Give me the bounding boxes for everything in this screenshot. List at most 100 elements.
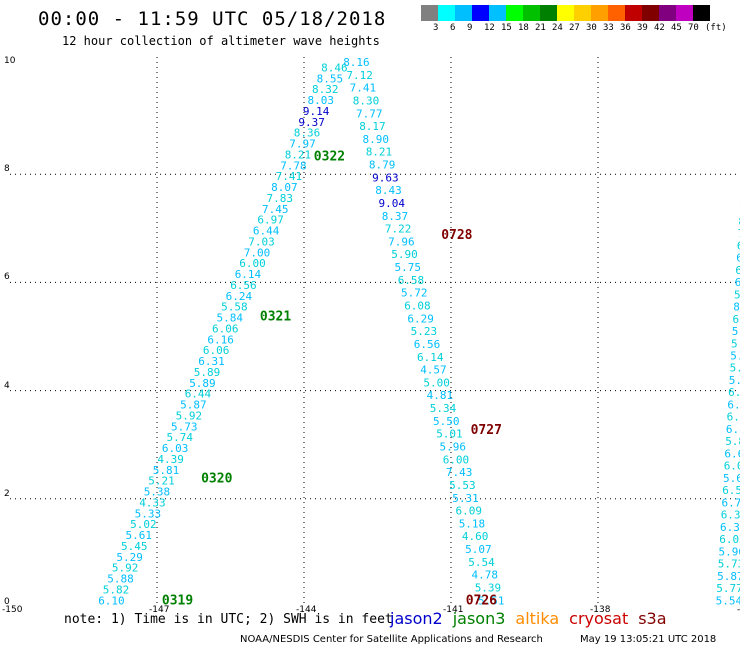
color-swatch	[659, 5, 676, 21]
color-scale-label: 24	[552, 23, 563, 33]
color-scale-label: 39	[637, 23, 648, 33]
color-scale-label: 33	[603, 23, 614, 33]
wave-height-obs: 5.21	[148, 475, 175, 488]
wave-height-obs: 6.18	[728, 386, 740, 399]
wave-height-obs: 7.03	[248, 235, 274, 248]
color-swatch	[693, 5, 710, 21]
wave-height-obs: 7.41	[350, 82, 377, 95]
wave-height-obs: 6.06	[212, 322, 239, 335]
wave-height-obs: 8.46	[321, 61, 348, 74]
wave-height-obs: 6.44	[185, 388, 212, 401]
color-swatch	[557, 5, 574, 21]
wave-height-obs: 5.45	[121, 540, 148, 553]
wave-height-obs: 9.04	[379, 197, 406, 210]
color-scale-label: 18	[518, 23, 529, 33]
wave-height-obs: 8.95	[733, 301, 740, 314]
wave-height-obs: 7.97	[289, 138, 316, 151]
map-canvas: 6.105.825.885.925.295.455.615.025.334.33…	[10, 57, 740, 607]
longitude-tick: -147	[149, 605, 170, 615]
wave-height-obs: 6.64	[736, 252, 740, 265]
wave-height-obs: 5.38	[144, 486, 171, 499]
color-swatch	[608, 5, 625, 21]
wave-height-obs: 7.12	[346, 69, 373, 82]
wave-height-obs: 5.82	[103, 583, 130, 596]
wave-height-obs: 5.57	[731, 337, 740, 350]
latitude-tick: 8	[4, 164, 10, 175]
footer-timestamp: May 19 13:05:21 UTC 2018	[580, 634, 717, 645]
color-scale-label: 9	[467, 23, 473, 33]
color-swatch	[523, 5, 540, 21]
color-swatch	[574, 5, 591, 21]
wave-height-obs: 5.87	[717, 570, 740, 583]
wave-height-obs: 6.16	[207, 333, 234, 346]
wave-height-obs: 6.56	[230, 279, 257, 292]
color-swatch	[472, 5, 489, 21]
latitude-tick: 6	[4, 272, 10, 283]
wave-height-obs: 5.50	[433, 415, 460, 428]
color-swatch	[455, 5, 472, 21]
color-swatch	[506, 5, 523, 21]
legend-item-s3a: s3a	[638, 609, 667, 628]
wave-height-obs: 6.98	[735, 276, 740, 289]
pass-time-label: 0727	[471, 423, 502, 438]
wave-height-obs: 5.54	[716, 594, 740, 607]
wave-height-obs: 6.31	[198, 355, 225, 368]
wave-height-obs: 6.56	[414, 338, 441, 351]
wave-height-obs: 6.01	[724, 460, 740, 473]
wave-height-obs: 5.36	[729, 374, 740, 387]
wave-height-obs: 4.39	[157, 453, 184, 466]
wave-height-obs: 5.72	[401, 287, 428, 300]
footer-note: note: 1) Time is in UTC; 2) SWH is in fe…	[64, 612, 393, 627]
wave-height-obs: 5.89	[189, 377, 216, 390]
wave-height-obs: 7.43	[446, 466, 473, 479]
color-swatch	[489, 5, 506, 21]
wave-height-obs: 8.03	[308, 94, 335, 107]
wave-height-obs: 5.88	[107, 573, 134, 586]
wave-height-obs: 6.97	[257, 214, 284, 227]
legend-item-jason3: jason3	[452, 609, 506, 628]
wave-height-obs: 5.34	[430, 402, 457, 415]
wave-height-obs: 6.30	[733, 313, 740, 326]
color-scale-label: 70	[688, 23, 699, 33]
wave-height-obs: 8.07	[271, 181, 298, 194]
longitude-tick: -144	[296, 605, 317, 615]
wave-height-obs: 5.02	[130, 518, 157, 531]
wave-height-obs: 8.39	[738, 215, 740, 228]
wave-height-obs: 5.85	[725, 435, 740, 448]
wave-height-obs: 6.53	[737, 239, 740, 252]
color-swatch	[540, 5, 557, 21]
wave-height-obs: 5.81	[153, 464, 180, 477]
wave-height-obs: 4.81	[427, 389, 454, 402]
wave-height-obs: 7.77	[356, 107, 383, 120]
wave-height-obs: 7.96	[388, 235, 415, 248]
color-scale-label: 36	[620, 23, 631, 33]
wave-height-obs: 8.32	[312, 83, 339, 96]
wave-height-obs: 5.31	[452, 492, 479, 505]
wave-height-obs: 6.03	[162, 442, 189, 455]
wave-height-obs: 4.60	[462, 530, 489, 543]
pass-time-label: 0726	[466, 593, 497, 607]
wave-height-obs: 7.83	[267, 192, 294, 205]
longitude-tick: -141	[443, 605, 464, 615]
wave-height-obs: 8.21	[366, 146, 393, 159]
pass-time-label: 0322	[314, 150, 345, 165]
wave-height-obs: 6.89	[726, 423, 740, 436]
color-swatch	[591, 5, 608, 21]
pass-time-label: 0319	[162, 593, 193, 607]
wave-height-obs: 6.43	[735, 264, 740, 277]
wave-height-obs: 4.78	[472, 569, 499, 582]
wave-height-obs: 6.58	[398, 274, 425, 287]
wave-height-obs: 4.33	[139, 496, 166, 509]
page-subtitle: 12 hour collection of altimeter wave hei…	[62, 34, 380, 48]
color-scale-bar	[421, 5, 710, 21]
wave-height-obs: 5.54	[468, 556, 495, 569]
wave-height-obs: 6.95	[727, 411, 740, 424]
wave-height-obs: 5.74	[734, 288, 740, 301]
wave-height-map[interactable]: 6.10 5.82 5.88 5.92 5.29 5.45 5.61 5.02 5.33 4.33…	[10, 57, 740, 607]
wave-height-obs: 9.37	[298, 116, 325, 129]
wave-height-obs: 6.73	[722, 496, 740, 509]
wave-height-obs: 5.73	[171, 420, 198, 433]
color-scale-label: 30	[586, 23, 597, 33]
wave-height-obs: 6.38	[720, 521, 740, 534]
